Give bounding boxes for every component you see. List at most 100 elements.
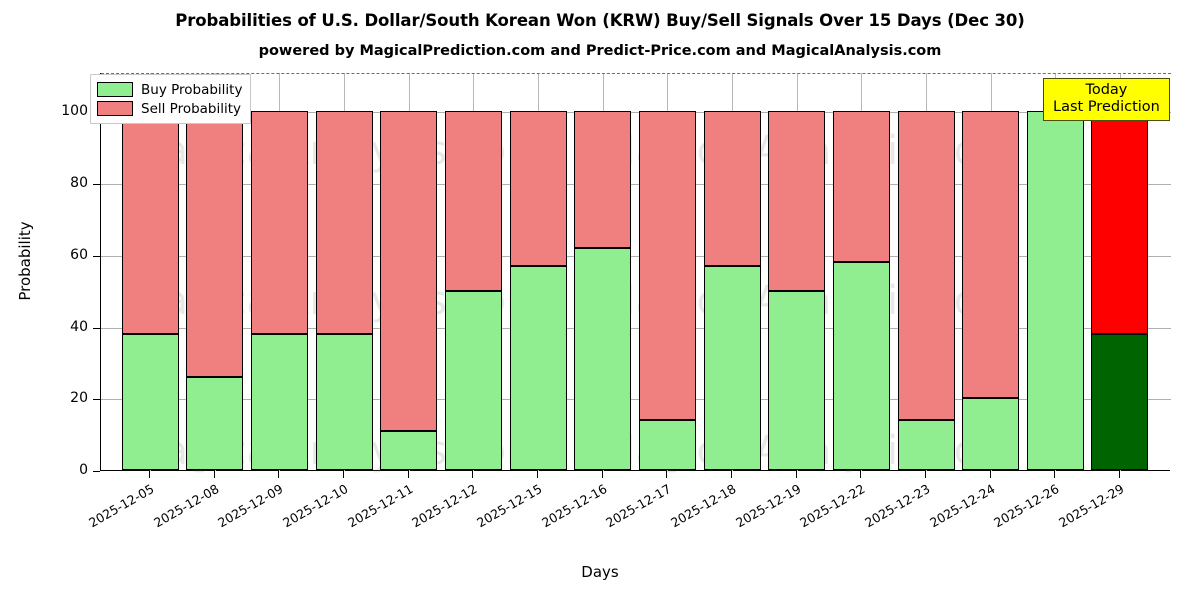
- y-axis-tick-label: 0: [79, 462, 88, 478]
- legend-label-buy: Buy Probability: [141, 81, 243, 98]
- bar-segment-sell: [316, 111, 373, 334]
- x-axis-tick-label: 2025-12-09: [215, 481, 286, 531]
- x-axis-tick-label: 2025-12-11: [345, 481, 416, 531]
- bar-segment-buy: [639, 419, 696, 470]
- bar-segment-sell: [833, 111, 890, 263]
- bar-segment-sell: [574, 111, 631, 248]
- x-axis-tick-label: 2025-12-18: [668, 481, 739, 531]
- y-axis-tick: [93, 255, 100, 257]
- y-axis-tick: [93, 327, 100, 329]
- bar-segment-sell: [186, 111, 243, 377]
- y-axis-title: Probability: [16, 221, 34, 301]
- x-axis-tick: [278, 471, 279, 478]
- legend-item-buy: Buy Probability: [97, 80, 242, 99]
- bar-segment-buy: [122, 333, 179, 470]
- x-axis-tick-label: 2025-12-08: [151, 481, 222, 531]
- x-axis-tick-label: 2025-12-24: [927, 481, 998, 531]
- bar-segment-sell: [1091, 111, 1148, 334]
- x-axis-tick-label: 2025-12-23: [862, 481, 933, 531]
- bar-segment-buy: [251, 333, 308, 470]
- bar-segment-buy: [316, 333, 373, 470]
- plot-inner: MagicalAnalysis.comMagicalAnalysis.comMa…: [101, 72, 1171, 474]
- bar-segment-buy: [1027, 111, 1084, 470]
- gridline-horizontal: [101, 112, 1171, 114]
- x-axis-tick: [149, 471, 150, 478]
- legend-swatch-sell: [97, 101, 133, 116]
- bar-segment-sell: [445, 111, 502, 291]
- gridline-horizontal: [101, 184, 1171, 186]
- x-axis-tick-label: 2025-12-05: [86, 481, 157, 531]
- x-axis-tick: [537, 471, 538, 478]
- plot-area: MagicalAnalysis.comMagicalAnalysis.comMa…: [100, 72, 1171, 474]
- bar-segment-buy: [445, 290, 502, 470]
- x-axis-tick-label: 2025-12-16: [539, 481, 610, 531]
- chart-title: Probabilities of U.S. Dollar/South Korea…: [175, 11, 1025, 30]
- bar-segment-buy: [962, 398, 1019, 470]
- y-axis-tick: [93, 399, 100, 401]
- bar: [833, 72, 890, 470]
- bar: [380, 72, 437, 470]
- legend-swatch-buy: [97, 82, 133, 97]
- gridline-horizontal: [101, 327, 1171, 329]
- bar: [574, 72, 631, 470]
- legend-label-sell: Sell Probability: [141, 100, 242, 117]
- y-axis-tick-label: 100: [61, 103, 88, 120]
- bar-segment-sell: [122, 111, 179, 334]
- x-axis-tick-label: 2025-12-12: [409, 481, 480, 531]
- x-axis-tick-label: 2025-12-10: [280, 481, 351, 531]
- x-axis-title: Days: [581, 563, 619, 581]
- y-axis-tick-label: 40: [70, 318, 88, 335]
- x-axis-tick: [925, 471, 926, 478]
- x-axis-tick-label: 2025-12-15: [474, 481, 545, 531]
- bar: [768, 72, 825, 470]
- legend-item-sell: Sell Probability: [97, 99, 242, 118]
- x-axis-tick: [214, 471, 215, 478]
- x-axis-tick: [860, 471, 861, 478]
- x-axis-tick: [602, 471, 603, 478]
- x-axis-tick-label: 2025-12-22: [797, 481, 868, 531]
- bar: [186, 72, 243, 470]
- bar-segment-buy: [898, 419, 955, 470]
- x-axis-tick: [666, 471, 667, 478]
- bar-today: [1091, 72, 1148, 470]
- x-axis-tick: [472, 471, 473, 478]
- bar-segment-buy: [510, 265, 567, 470]
- bar-segment-sell: [510, 111, 567, 266]
- x-axis-tick-label: 2025-12-26: [991, 481, 1062, 531]
- bar-segment-sell: [639, 111, 696, 420]
- bar: [898, 72, 955, 470]
- today-annotation: Today Last Prediction: [1043, 78, 1170, 122]
- bar: [1027, 72, 1084, 470]
- bar-segment-sell: [768, 111, 825, 291]
- gridline-horizontal: [101, 255, 1171, 257]
- bar: [316, 72, 373, 470]
- x-axis-tick: [731, 471, 732, 478]
- x-axis-tick: [1054, 471, 1055, 478]
- bar-segment-sell: [898, 111, 955, 420]
- bar: [445, 72, 502, 470]
- y-axis-tick: [93, 184, 100, 186]
- bar: [510, 72, 567, 470]
- today-annotation-line2: Last Prediction: [1053, 99, 1160, 116]
- gridline-horizontal: [101, 399, 1171, 401]
- bar: [639, 72, 696, 470]
- chart-legend: Buy Probability Sell Probability: [90, 74, 252, 124]
- x-axis-tick-label: 2025-12-19: [733, 481, 804, 531]
- bar: [704, 72, 761, 470]
- bar-segment-buy: [768, 290, 825, 470]
- x-axis-tick: [1119, 471, 1120, 478]
- bar-segment-buy: [704, 265, 761, 470]
- chart-subtitle: powered by MagicalPrediction.com and Pre…: [258, 43, 942, 59]
- bar: [962, 72, 1019, 470]
- bar: [251, 72, 308, 470]
- x-axis-tick: [343, 471, 344, 478]
- y-axis-tick-label: 60: [70, 246, 88, 263]
- bar-segment-sell: [380, 111, 437, 431]
- bar-segment-sell: [704, 111, 761, 266]
- today-annotation-line1: Today: [1085, 82, 1128, 98]
- bar-segment-buy: [186, 376, 243, 470]
- y-axis-tick-label: 20: [70, 390, 88, 407]
- x-axis-tick: [990, 471, 991, 478]
- bar-segment-buy: [574, 247, 631, 470]
